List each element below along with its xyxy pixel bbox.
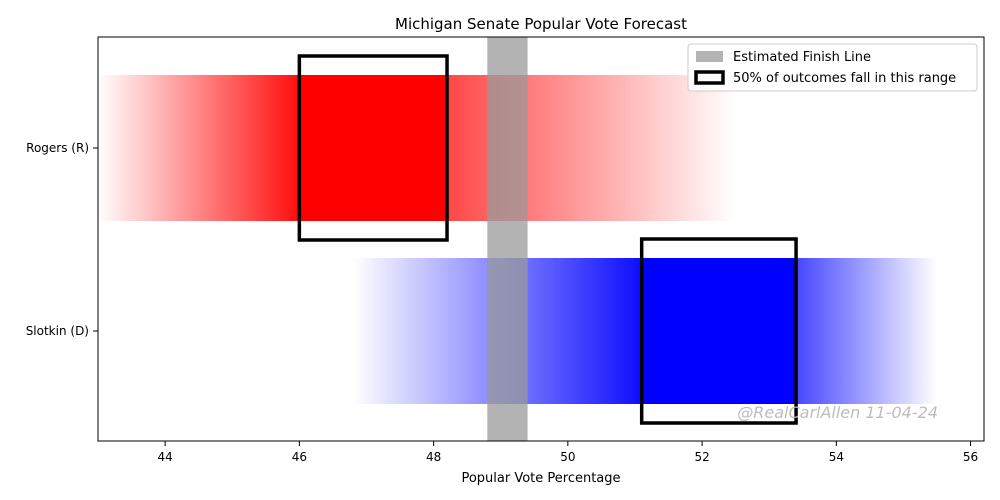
legend-swatch-black-outline xyxy=(694,70,725,85)
y-tick-label-rogers: Rogers (R) xyxy=(26,141,89,155)
distribution-band-slotkin xyxy=(353,258,938,404)
y-tick-label-slotkin: Slotkin (D) xyxy=(26,324,89,338)
y-axis: Rogers (R) Slotkin (D) xyxy=(26,141,98,338)
legend-swatch-gray-patch xyxy=(696,51,723,62)
chart-title: Michigan Senate Popular Vote Forecast xyxy=(395,15,687,33)
finish-line-band xyxy=(487,37,528,441)
legend: Estimated Finish Line 50% of outcomes fal… xyxy=(687,43,978,92)
interquartile-box-slotkin xyxy=(639,237,798,425)
x-axis: 44 46 48 50 52 54 56 xyxy=(157,441,978,464)
x-tick-label-50: 50 xyxy=(560,450,575,464)
legend-label-black-outline: 50% of outcomes fall in this range xyxy=(733,71,956,86)
x-tick-label-54: 54 xyxy=(829,450,844,464)
legend-label-gray-patch: Estimated Finish Line xyxy=(733,50,871,65)
x-tick-label-46: 46 xyxy=(292,450,307,464)
plot-frame xyxy=(97,36,985,442)
x-tick-label-56: 56 xyxy=(963,450,978,464)
interquartile-box-rogers xyxy=(297,54,449,242)
watermark: @RealCarlAllen 11-04-24 xyxy=(737,403,938,422)
x-tick-label-48: 48 xyxy=(426,450,441,464)
x-axis-label: Popular Vote Percentage xyxy=(461,471,620,486)
legend-box xyxy=(687,43,978,92)
plot-area xyxy=(97,36,985,442)
distribution-band-rogers xyxy=(98,75,736,221)
x-tick-label-52: 52 xyxy=(694,450,709,464)
x-tick-label-44: 44 xyxy=(157,450,172,464)
